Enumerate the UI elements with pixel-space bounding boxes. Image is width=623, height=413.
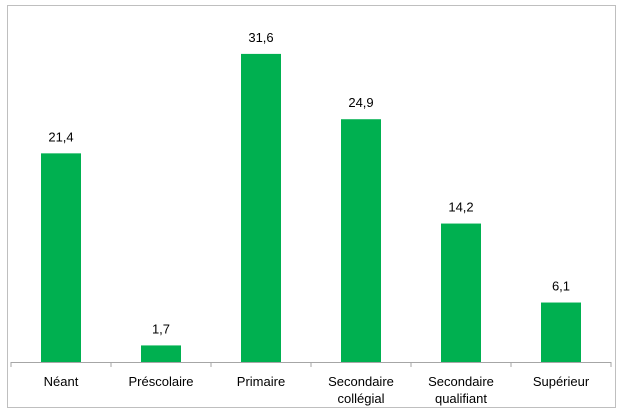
data-label: 24,9: [348, 95, 373, 110]
data-label: 31,6: [248, 30, 273, 45]
x-tick-label: collégial: [338, 391, 385, 406]
chart-frame: 21,4 Néant 1,7 Préscolaire 31,6 Primaire 24,9 S…: [7, 5, 616, 408]
bar-chart: 21,4 Néant 1,7 Préscolaire 31,6 Primaire 24,9 S…: [10, 30, 612, 406]
bar: [241, 53, 281, 363]
bar: [541, 302, 581, 362]
bar: [441, 223, 481, 362]
x-tick-label: Néant: [44, 374, 79, 389]
bar: [341, 119, 381, 362]
data-label: 21,4: [48, 129, 73, 144]
bar: [141, 345, 181, 362]
x-tick-label: Secondaire: [328, 374, 394, 389]
data-label: 1,7: [152, 321, 170, 336]
x-tick-label: Supérieur: [533, 374, 590, 389]
x-tick-label: Préscolaire: [128, 374, 193, 389]
x-tick-label: qualifiant: [435, 391, 487, 406]
data-label: 14,2: [448, 200, 473, 215]
bar: [41, 153, 81, 362]
data-label: 6,1: [552, 279, 570, 294]
x-tick-label: Secondaire: [428, 374, 494, 389]
x-tick-label: Primaire: [237, 374, 285, 389]
